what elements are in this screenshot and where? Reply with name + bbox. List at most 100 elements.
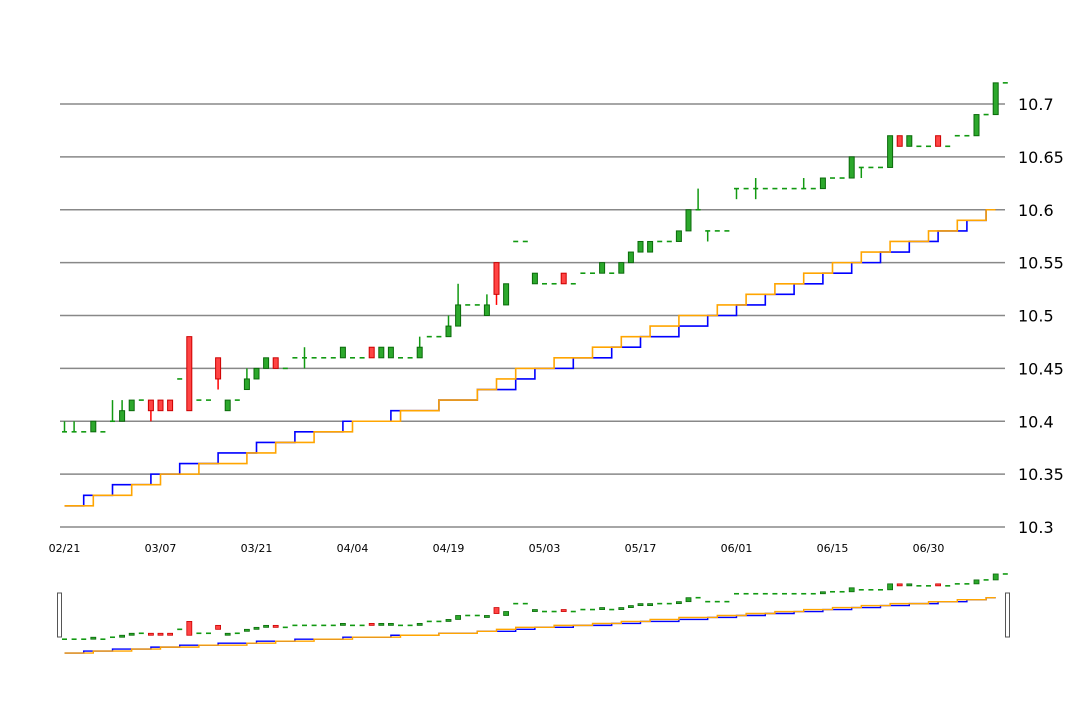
navigator-candle (974, 580, 979, 584)
candle-body (676, 231, 681, 242)
candle-body (907, 136, 912, 147)
candle (561, 273, 566, 284)
series-line-orange-step (65, 210, 996, 506)
y-tick-label: 10.7 (1018, 95, 1054, 114)
candle-body (254, 368, 259, 379)
x-axis-ticks: 02/21 03/07 03/21 04/04 04/19 05/03 05/17 06/01… (49, 542, 945, 555)
candle (993, 83, 998, 115)
candle (446, 316, 451, 337)
navigator-candle (897, 584, 902, 586)
navigator-candle (456, 615, 461, 619)
candle (187, 337, 192, 411)
y-tick-label: 10.4 (1018, 412, 1054, 431)
candle-body (561, 273, 566, 284)
candle-body (532, 273, 537, 284)
navigator-candle (504, 612, 509, 616)
y-tick-label: 10.55 (1018, 254, 1064, 273)
navigator-candle (129, 633, 134, 635)
candle-body (91, 421, 96, 432)
candle (216, 358, 221, 390)
candle (225, 400, 230, 411)
series-line-blue-step (65, 210, 996, 506)
navigator-candle (187, 621, 192, 635)
y-axis-ticks: 10.3 10.35 10.4 10.45 10.5 10.55 10.6 10.65 10.7 (1018, 95, 1064, 537)
navigator-candle (849, 588, 854, 592)
candle (504, 284, 509, 305)
navigator-candle (561, 610, 566, 612)
candle (494, 263, 499, 305)
navigator-candle (168, 633, 173, 635)
candle (638, 241, 643, 252)
candle (907, 136, 912, 147)
candle (648, 241, 653, 252)
candle-body (494, 263, 499, 295)
navigator-candle (532, 610, 537, 612)
candle (753, 178, 758, 199)
navigator-candle (273, 625, 278, 627)
candle (676, 231, 681, 242)
candle (686, 210, 691, 231)
navigator-candle (264, 625, 269, 627)
candle (158, 400, 163, 411)
candle (244, 368, 249, 389)
candle-body (849, 157, 854, 178)
candle-body (619, 263, 624, 274)
candle (369, 347, 374, 358)
candle (72, 421, 77, 432)
candle-body (446, 326, 451, 337)
candle-body (897, 136, 902, 147)
navigator-candle (600, 608, 605, 610)
navigator-candle (244, 629, 249, 631)
candle (734, 189, 739, 200)
candle-body (379, 347, 384, 358)
candle (254, 368, 259, 379)
candle (484, 294, 489, 315)
navigator-candle (340, 623, 345, 625)
candle (897, 136, 902, 147)
candle (628, 252, 633, 263)
candle (148, 400, 153, 421)
candle-body (504, 284, 509, 305)
candle-body (456, 305, 461, 326)
candle (62, 421, 67, 432)
candle (340, 347, 345, 358)
navigator-candle (417, 623, 422, 625)
candle-body (187, 337, 192, 411)
navigator-candle (216, 625, 221, 629)
y-tick-label: 10.35 (1018, 465, 1064, 484)
candle-body (340, 347, 345, 358)
candle (820, 178, 825, 189)
candle-body (628, 252, 633, 263)
navigator-right-handle[interactable] (1006, 593, 1010, 637)
y-tick-label: 10.5 (1018, 307, 1054, 326)
navigator[interactable] (58, 574, 1010, 653)
candle (120, 400, 125, 421)
x-tick-label: 05/03 (529, 542, 561, 555)
candle-body (820, 178, 825, 189)
candle-body (648, 241, 653, 252)
navigator-candle (369, 623, 374, 625)
navigator-series (65, 598, 996, 653)
x-tick-label: 03/21 (241, 542, 273, 555)
x-tick-label: 06/30 (913, 542, 945, 555)
x-tick-label: 06/15 (817, 542, 849, 555)
y-tick-label: 10.6 (1018, 201, 1054, 220)
navigator-left-handle[interactable] (58, 593, 62, 637)
candle (264, 358, 269, 369)
candle (801, 178, 806, 189)
candle (696, 189, 701, 210)
candle (417, 337, 422, 358)
x-tick-label: 05/17 (625, 542, 657, 555)
navigator-candle (676, 602, 681, 604)
candle (705, 231, 710, 242)
navigator-candle (993, 574, 998, 580)
candle (110, 400, 115, 421)
candle (129, 400, 134, 411)
candle-body (244, 379, 249, 390)
navigator-candle (888, 584, 893, 590)
navigator-candle (446, 619, 451, 621)
candle-body (936, 136, 941, 147)
navigator-candle (619, 608, 624, 610)
navigator-candle (225, 633, 230, 635)
